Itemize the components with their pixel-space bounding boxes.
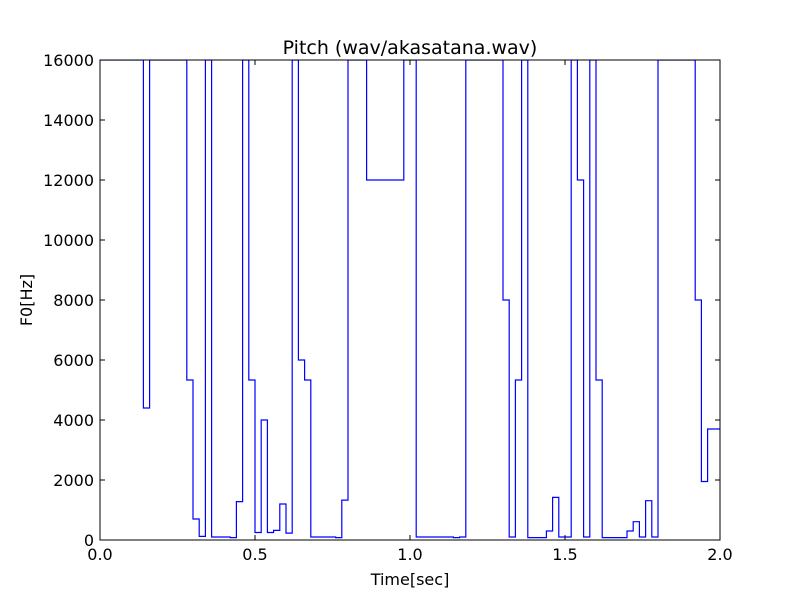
y-tick-label: 8000 <box>53 291 94 310</box>
x-tick-label: 2.0 <box>707 545 732 564</box>
x-axis: 0.0 0.5 1.0 1.5 2.0 <box>87 60 733 564</box>
series-layer <box>100 60 720 539</box>
x-axis-label: Time[sec] <box>370 570 450 589</box>
x-tick-label: 0.5 <box>242 545 267 564</box>
x-tick-label: 0.0 <box>87 545 112 564</box>
y-tick-label: 4000 <box>53 411 94 430</box>
y-tick-label: 10000 <box>43 231 94 250</box>
y-tick-label: 16000 <box>43 51 94 70</box>
y-tick-label: 0 <box>84 531 94 550</box>
x-tick-label: 1.5 <box>552 545 577 564</box>
y-tick-label: 14000 <box>43 111 94 130</box>
y-tick-label: 2000 <box>53 471 94 490</box>
y-tick-label: 6000 <box>53 351 94 370</box>
y-tick-label: 12000 <box>43 171 94 190</box>
y-axis: 0 2000 4000 6000 8000 10000 12000 14000 16000 <box>43 51 720 550</box>
chart-title: Pitch (wav/akasatana.wav) <box>283 37 538 59</box>
series-line-0 <box>100 60 720 539</box>
y-axis-label: F0[Hz] <box>17 274 36 326</box>
x-tick-label: 1.0 <box>397 545 422 564</box>
